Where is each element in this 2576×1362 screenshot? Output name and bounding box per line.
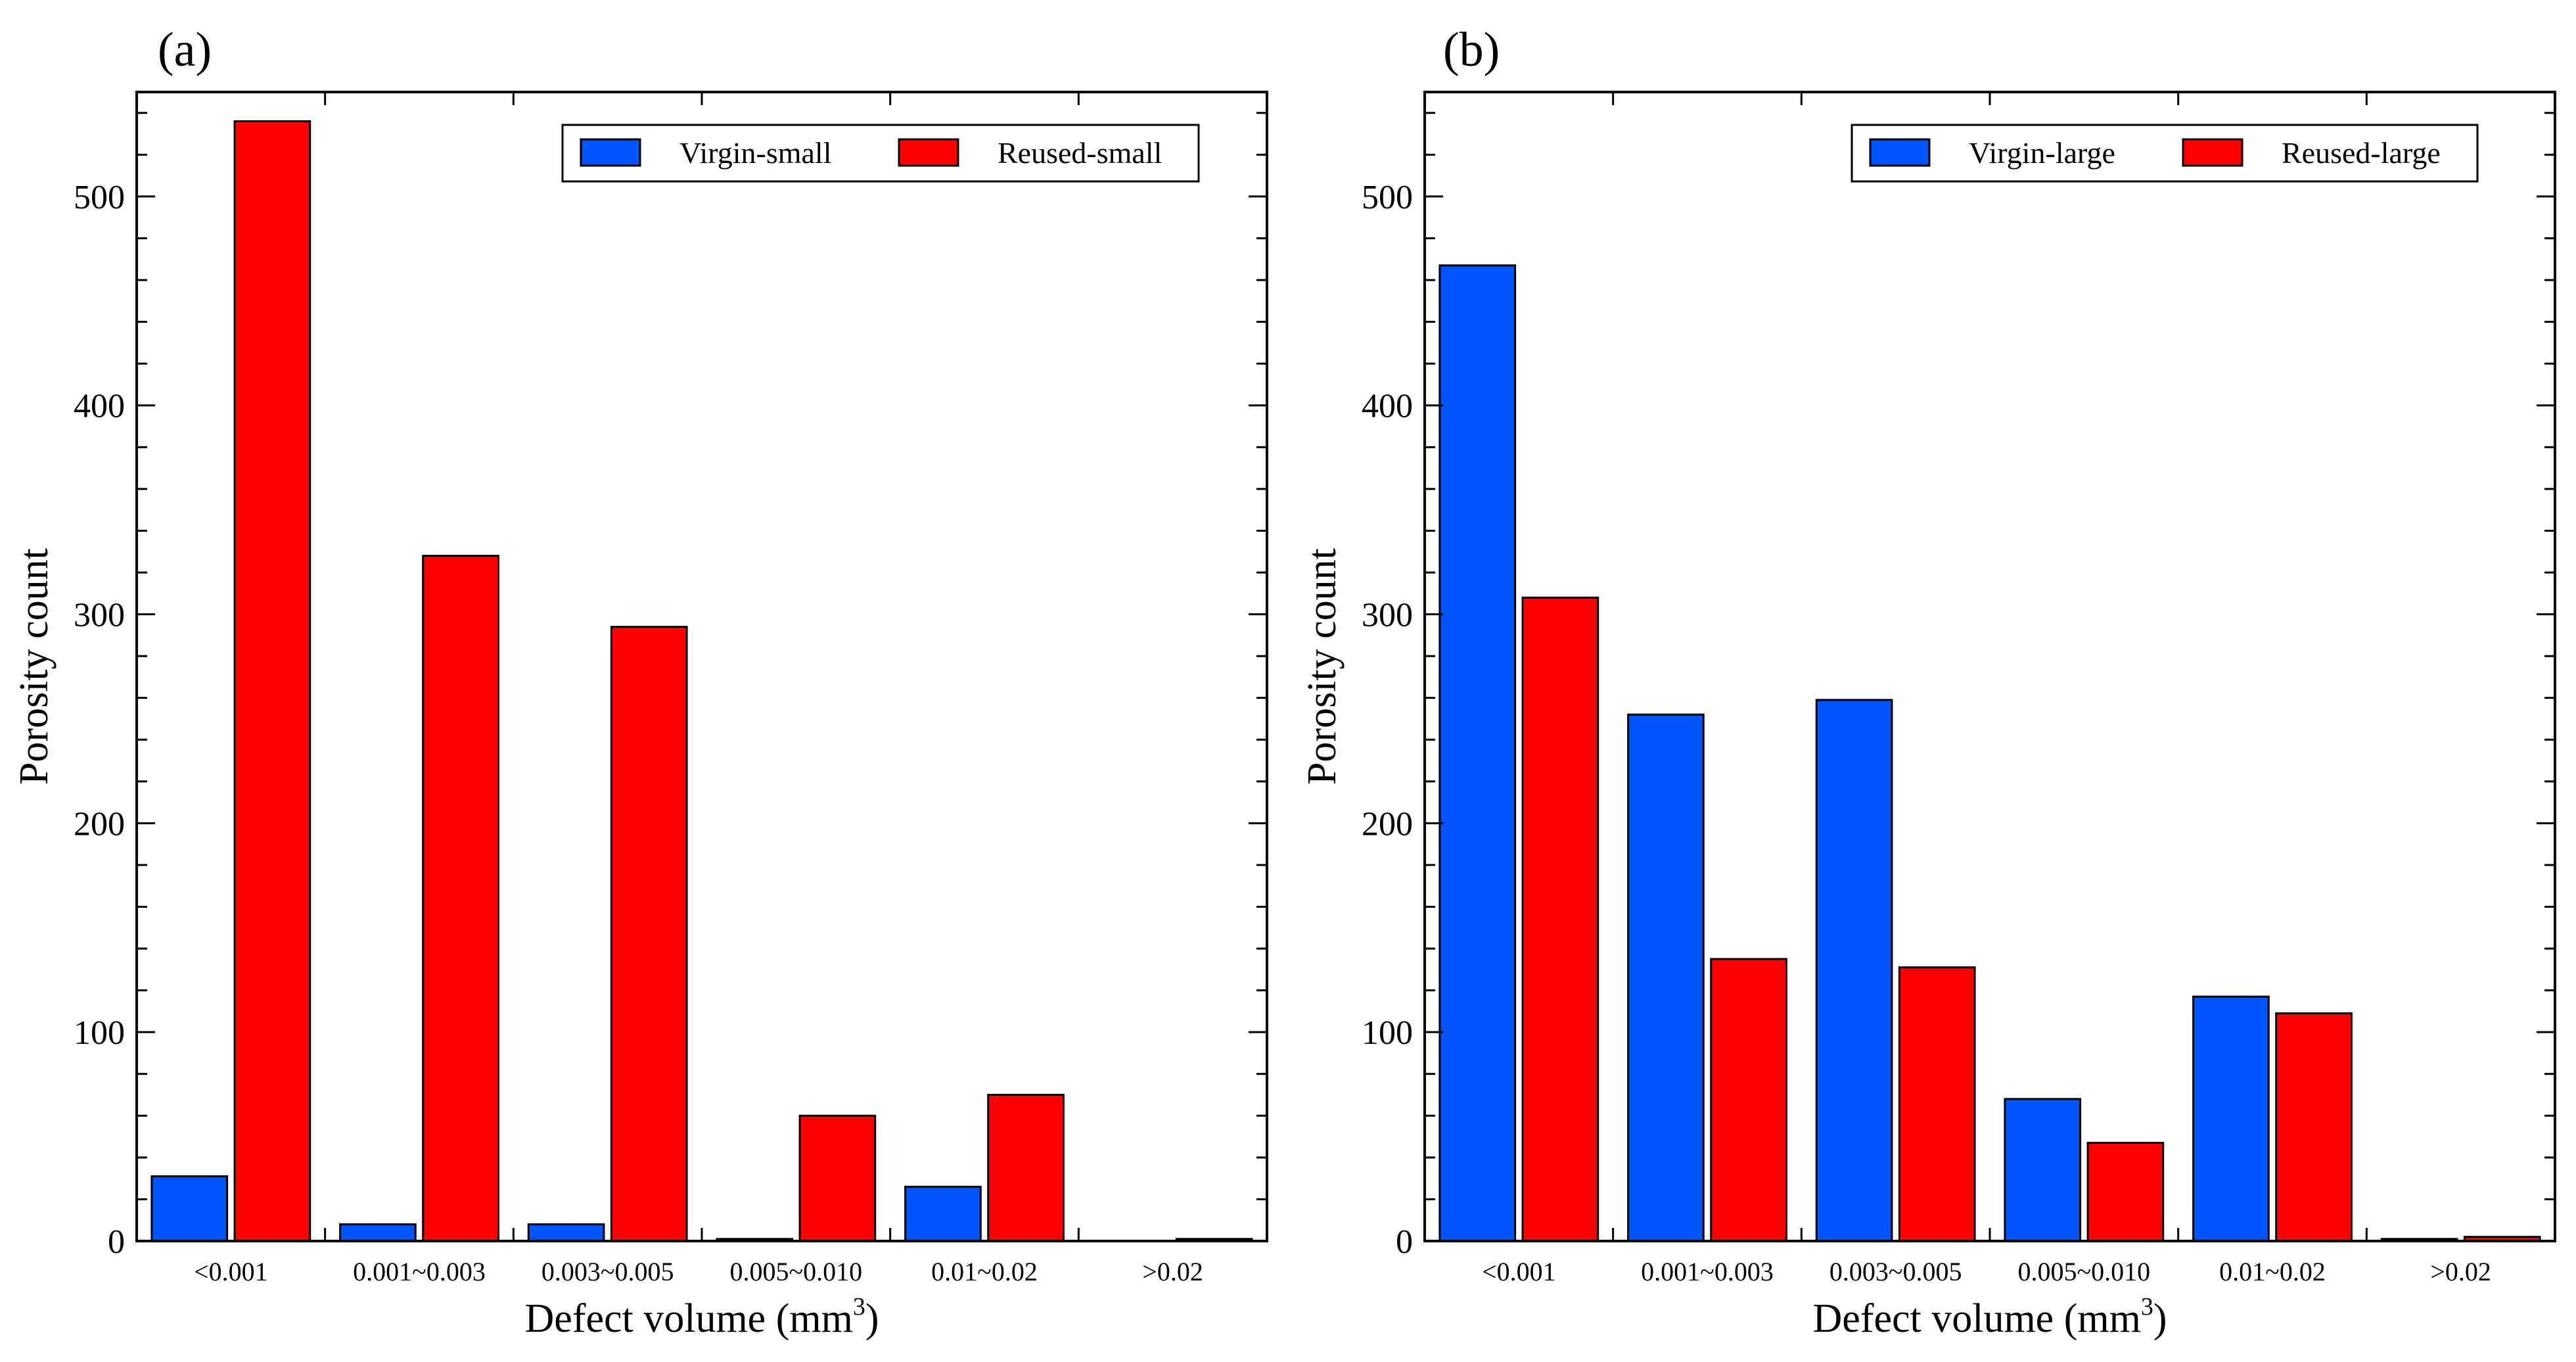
y-tick-label: 100 [74,1014,125,1052]
x-category-label: 0.001~0.003 [1641,1257,1774,1286]
x-category-label: >0.02 [1142,1257,1203,1286]
y-tick-label: 100 [1362,1014,1413,1052]
x-axis-title: Defect volume (mm3) [525,1293,879,1341]
y-tick-label: 400 [74,388,125,425]
y-tick-label: 200 [74,805,125,843]
legend-label-virgin-small: Virgin-small [679,136,831,170]
panel-label: (b) [1443,23,1500,77]
x-category-label: <0.001 [194,1257,268,1286]
panel-a: 0 100 200 300 400 500 <0.001 0.001~0.003 0.003~0… [12,23,1268,1341]
bar-reused-large-0 [1521,596,1599,1242]
panel-label: (a) [158,23,212,77]
legend-box [1851,124,2479,183]
bar-virgin-large-0 [1438,264,1517,1242]
legend-label-reused-large: Reused-large [2282,136,2441,170]
bar-reused-small-0 [233,120,311,1242]
bar-reused-large-2 [1898,966,1976,1242]
x-category-label: >0.02 [2430,1257,2491,1286]
x-category-label: 0.005~0.010 [730,1257,863,1286]
legend-box [561,124,1200,183]
y-tick-label: 0 [1396,1223,1413,1261]
bar-virgin-small-1 [339,1223,417,1242]
bar-virgin-small-0 [150,1175,229,1242]
x-category-label: <0.001 [1482,1257,1556,1286]
y-axis-title: Porosity count [1300,548,1345,785]
legend-swatch-reused-large [2182,138,2243,167]
bar-reused-small-3 [798,1114,877,1242]
bar-virgin-small-4 [904,1185,982,1242]
bar-reused-small-1 [422,555,499,1242]
x-category-label: 0.001~0.003 [353,1257,486,1286]
y-tick-label: 400 [1362,388,1413,425]
x-axis-title: Defect volume (mm3) [1813,1293,2167,1341]
y-tick-label: 500 [74,179,125,216]
y-tick-label: 300 [74,597,125,634]
y-tick-label: 300 [1362,597,1413,634]
bar-virgin-large-3 [2004,1098,2082,1242]
x-category-label: 0.005~0.010 [2018,1257,2151,1286]
bar-reused-large-3 [2086,1142,2165,1242]
bar-virgin-large-4 [2192,995,2270,1242]
legend-swatch-virgin-large [1869,138,1931,167]
bar-virgin-large-1 [1627,713,1705,1242]
bar-reused-large-1 [1710,958,1787,1242]
x-category-label: 0.01~0.02 [931,1257,1038,1286]
y-axis-title: Porosity count [12,548,57,785]
legend-label-reused-small: Reused-small [998,136,1162,170]
bar-reused-small-4 [987,1094,1065,1242]
x-category-label: 0.003~0.005 [541,1257,674,1286]
legend-swatch-reused-small [898,138,959,167]
bar-virgin-large-2 [1815,699,1893,1242]
x-category-label: 0.003~0.005 [1829,1257,1962,1286]
panel-b: 0 100 200 300 400 500 <0.001 0.001~0.003 0.003~0… [1300,23,2556,1341]
x-category-label: 0.01~0.02 [2219,1257,2326,1286]
y-tick-label: 0 [108,1223,125,1261]
legend-swatch-virgin-small [580,138,641,167]
legend-label-virgin-large: Virgin-large [1969,136,2115,170]
bar-reused-large-4 [2275,1012,2353,1242]
bar-reused-small-2 [610,626,688,1242]
bar-virgin-small-2 [527,1223,605,1242]
y-tick-label: 500 [1362,179,1413,216]
y-tick-label: 200 [1362,805,1413,843]
